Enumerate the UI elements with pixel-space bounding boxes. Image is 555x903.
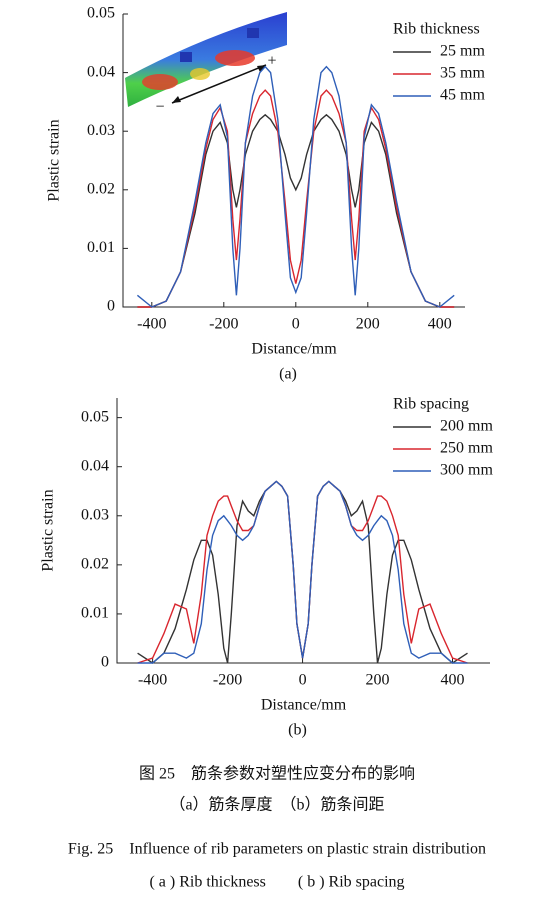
y-tick-label: 0 bbox=[107, 298, 115, 315]
y-tick-label: 0.03 bbox=[87, 122, 115, 139]
legend-label: 45 mm bbox=[440, 87, 485, 104]
subtitle: (a) bbox=[279, 366, 297, 383]
y-tick-label: 0.04 bbox=[81, 457, 109, 474]
caption: 图 25 筋条参数对塑性应变分布的影响 bbox=[139, 764, 415, 783]
y-axis-label: Plastic strain bbox=[46, 119, 63, 201]
legend-label: 200 mm bbox=[440, 418, 493, 435]
x-axis-label: Distance/mm bbox=[251, 341, 337, 358]
legend-title: Rib spacing bbox=[393, 396, 469, 413]
x-tick-label: -200 bbox=[213, 672, 242, 689]
x-tick-label: -400 bbox=[138, 672, 167, 689]
x-tick-label: 0 bbox=[299, 672, 307, 689]
series-line bbox=[137, 480, 468, 664]
y-tick-label: 0.02 bbox=[87, 180, 115, 197]
series-line bbox=[137, 480, 468, 664]
y-tick-label: 0 bbox=[101, 654, 109, 671]
x-tick-label: 400 bbox=[441, 672, 465, 689]
y-tick-label: 0.01 bbox=[81, 605, 109, 622]
series-line bbox=[137, 480, 468, 664]
y-tick-label: 0.01 bbox=[87, 239, 115, 256]
series-line bbox=[136, 65, 455, 308]
y-tick-label: 0.05 bbox=[87, 5, 115, 22]
caption: （a）筋条厚度 （b）筋条间距 bbox=[169, 796, 384, 814]
x-tick-label: 0 bbox=[292, 316, 300, 333]
legend-label: 250 mm bbox=[440, 440, 493, 457]
x-tick-label: 400 bbox=[428, 316, 452, 333]
legend-label: 25 mm bbox=[440, 43, 485, 60]
x-tick-label: 200 bbox=[366, 672, 390, 689]
subtitle: (b) bbox=[288, 722, 307, 739]
x-axis-label: Distance/mm bbox=[261, 697, 347, 714]
x-tick-label: -400 bbox=[137, 316, 166, 333]
axes bbox=[116, 398, 490, 664]
series-line bbox=[137, 113, 455, 308]
legend-title: Rib thickness bbox=[393, 21, 480, 38]
y-tick-label: 0.03 bbox=[81, 506, 109, 523]
y-tick-label: 0.02 bbox=[81, 556, 109, 573]
x-tick-label: 200 bbox=[356, 316, 380, 333]
caption: ( a ) Rib thickness ( b ) Rib spacing bbox=[149, 874, 404, 891]
y-tick-label: 0.05 bbox=[81, 408, 109, 425]
legend-label: 300 mm bbox=[440, 462, 493, 479]
y-axis-label: Plastic strain bbox=[40, 489, 57, 571]
annotation: − bbox=[155, 99, 164, 116]
caption: Fig. 25 Influence of rib parameters on p… bbox=[68, 841, 486, 858]
x-tick-label: -200 bbox=[209, 316, 238, 333]
fe-inset bbox=[125, 12, 287, 107]
legend-label: 35 mm bbox=[440, 65, 485, 82]
annotation: + bbox=[267, 53, 276, 70]
y-tick-label: 0.04 bbox=[87, 63, 115, 80]
series-line bbox=[137, 89, 455, 308]
